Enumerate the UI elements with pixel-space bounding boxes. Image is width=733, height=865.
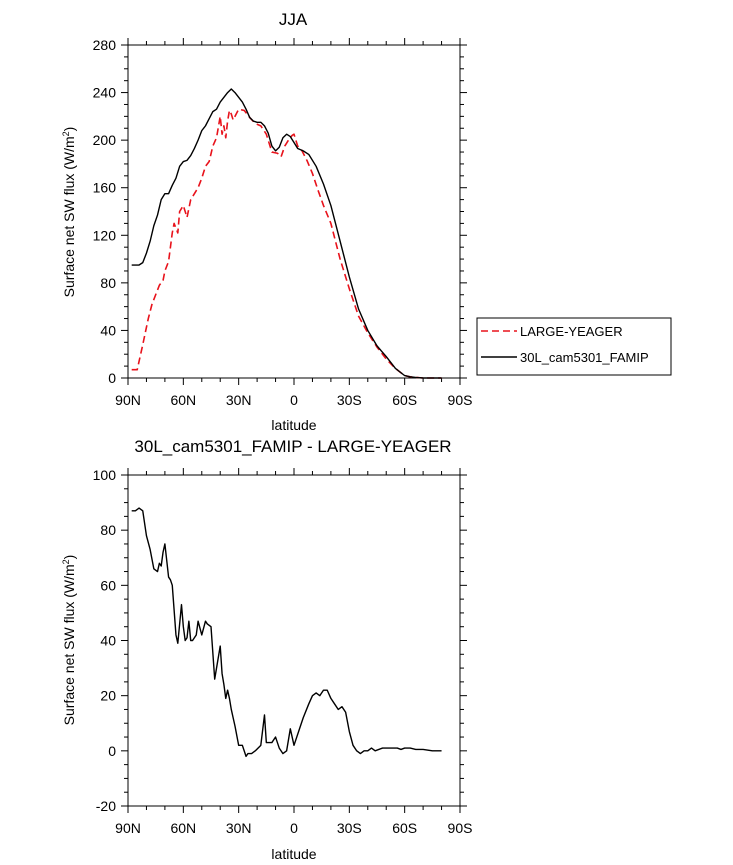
- x-tick-label: 90S: [448, 820, 473, 836]
- x-axis-label-top: latitude: [271, 417, 316, 433]
- x-tick-label: 30N: [226, 820, 252, 836]
- plot-frame-top: [127, 44, 461, 379]
- y-tick-label: 160: [93, 180, 117, 196]
- y-tick-label: 120: [93, 227, 117, 243]
- x-tick-label: 60N: [170, 820, 196, 836]
- x-tick-labels-top: 90N 60N 30N 0 30S 60S 90S: [115, 392, 472, 408]
- x-tick-label: 90N: [115, 392, 141, 408]
- legend-box: [476, 317, 672, 376]
- y-tick-label: 40: [100, 322, 116, 338]
- y-tick-label: 80: [100, 275, 116, 291]
- y-tick-label: 0: [108, 370, 116, 386]
- y-tick-label: -20: [96, 798, 116, 814]
- x-tick-label: 60S: [392, 392, 417, 408]
- y-tick-label: 240: [93, 85, 117, 101]
- y-axis-label-bottom-main: Surface net SW flux (W/m: [61, 564, 77, 725]
- y-tick-label: 80: [100, 522, 116, 538]
- x-tick-label: 0: [290, 392, 298, 408]
- y-tick-label: 60: [100, 577, 116, 593]
- legend-label-cam5301: 30L_cam5301_FAMIP: [520, 350, 649, 365]
- y-axis-label-top-main: Surface net SW flux (W/m: [61, 136, 77, 297]
- y-axis-label-bottom-sup: 2: [61, 559, 71, 564]
- y-tick-labels-bottom: -20 0 20 40 60 80 100: [93, 467, 117, 814]
- y-axis-label-top: Surface net SW flux (W/m2): [61, 127, 77, 298]
- axis-ticks-top: [121, 38, 467, 385]
- series-line-large-yeager: [131, 108, 442, 379]
- panel-top: JJA 0 40 80 120 160 200 240 280 90N 60N 30N 0 30S 60…: [61, 10, 472, 433]
- series-group-bottom: [131, 507, 442, 758]
- series-group-top: [131, 88, 442, 379]
- series-line-30l-cam5301-famip: [131, 88, 442, 379]
- y-axis-label-top-end: ): [61, 127, 77, 132]
- y-axis-label-top-sup: 2: [61, 131, 71, 136]
- x-tick-label: 90S: [448, 392, 473, 408]
- y-tick-label: 100: [93, 467, 117, 483]
- y-tick-label: 40: [100, 633, 116, 649]
- chart-title-bottom: 30L_cam5301_FAMIP - LARGE-YEAGER: [134, 437, 451, 456]
- y-tick-label: 20: [100, 688, 116, 704]
- legend-label-large-yeager: LARGE-YEAGER: [520, 324, 623, 339]
- x-tick-label: 60N: [170, 392, 196, 408]
- y-tick-label: 280: [93, 37, 117, 53]
- x-tick-label: 90N: [115, 820, 141, 836]
- x-tick-label: 30S: [337, 820, 362, 836]
- axis-ticks-bottom: [121, 468, 467, 813]
- x-tick-label: 60S: [392, 820, 417, 836]
- x-tick-label: 30S: [337, 392, 362, 408]
- y-tick-labels-top: 0 40 80 120 160 200 240 280: [93, 37, 117, 386]
- x-tick-label: 0: [290, 820, 298, 836]
- chart-title-top: JJA: [279, 10, 308, 29]
- x-tick-label: 30N: [226, 392, 252, 408]
- y-axis-label-bottom-end: ): [61, 555, 77, 560]
- y-axis-label-bottom: Surface net SW flux (W/m2): [61, 555, 77, 726]
- legend: LARGE-YEAGER 30L_cam5301_FAMIP: [476, 317, 672, 376]
- y-tick-label: 200: [93, 132, 117, 148]
- panel-bottom: 30L_cam5301_FAMIP - LARGE-YEAGER -200204…: [61, 437, 472, 862]
- x-axis-label-bottom: latitude: [271, 846, 316, 862]
- x-tick-labels-bottom: 90N 60N 30N 0 30S 60S 90S: [115, 820, 472, 836]
- series-line-difference: [131, 507, 442, 758]
- y-tick-label: 0: [108, 743, 116, 759]
